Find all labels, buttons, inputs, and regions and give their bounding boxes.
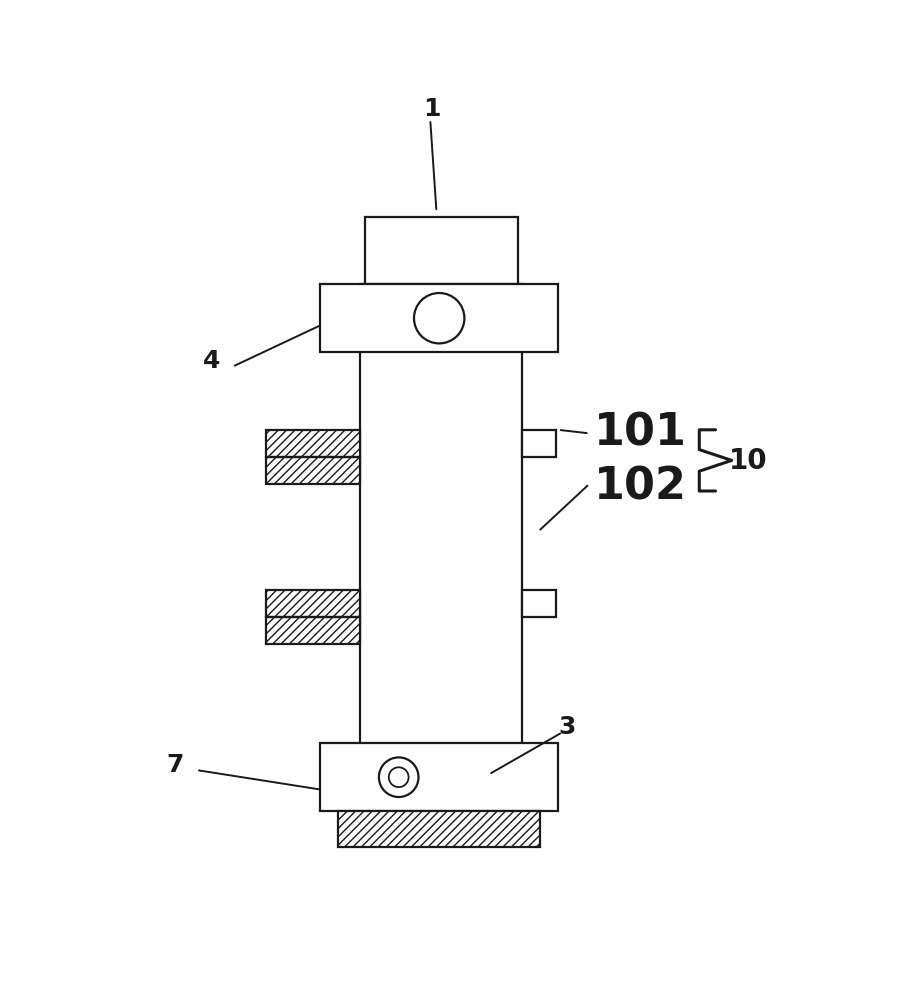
Bar [266, 617, 360, 644]
Bar [338, 810, 540, 846]
Bar [266, 430, 360, 457]
Text: 102: 102 [594, 465, 687, 508]
Bar [266, 617, 360, 644]
Text: 10: 10 [729, 447, 768, 475]
Bar [338, 810, 540, 846]
Bar [266, 430, 360, 457]
Bar [266, 617, 360, 644]
Bar [522, 430, 556, 457]
Bar [266, 457, 360, 484]
Bar [364, 217, 518, 284]
Text: 4: 4 [202, 349, 220, 372]
Bar [266, 457, 360, 484]
Bar [320, 743, 558, 810]
Bar [320, 284, 558, 352]
Circle shape [379, 757, 418, 797]
Text: 101: 101 [594, 412, 687, 455]
Text: 7: 7 [166, 754, 184, 778]
Text: 1: 1 [423, 97, 441, 120]
Bar [266, 590, 360, 617]
Circle shape [389, 767, 409, 787]
Circle shape [414, 293, 464, 343]
Bar [266, 590, 360, 617]
Bar [338, 810, 540, 846]
Bar [522, 590, 556, 617]
Bar [266, 590, 360, 617]
Bar [266, 457, 360, 484]
Text: 3: 3 [558, 715, 576, 739]
Bar [360, 284, 522, 792]
Bar [266, 430, 360, 457]
